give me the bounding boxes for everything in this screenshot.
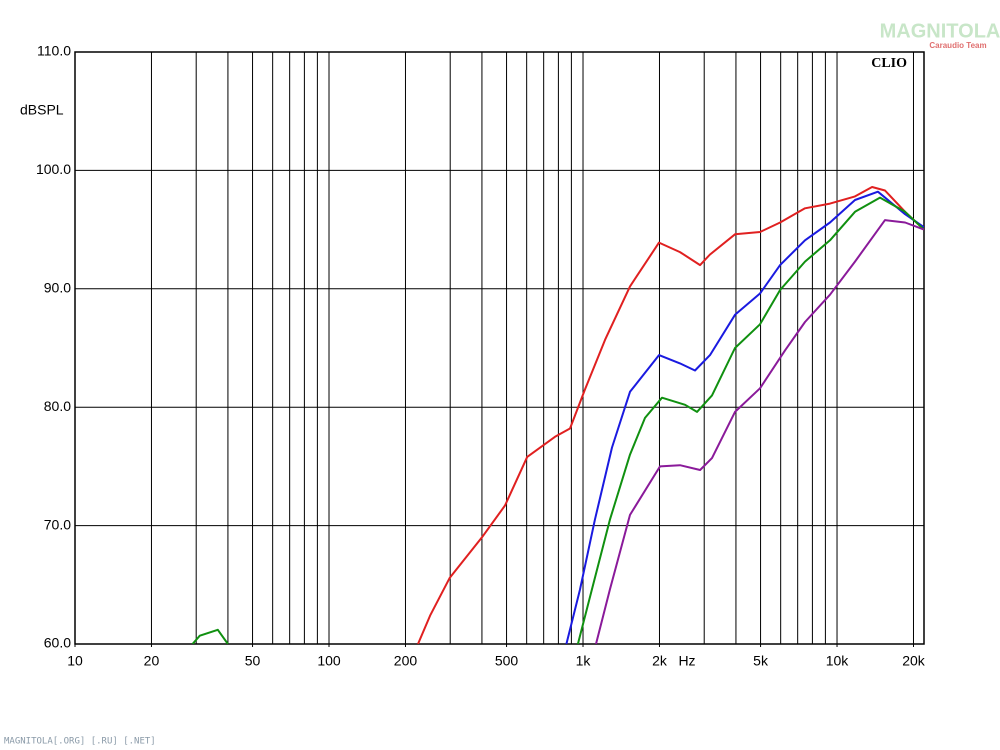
x-tick-label: 200 xyxy=(394,653,418,669)
x-tick-label: 100 xyxy=(317,653,341,669)
y-tick-label: 100.0 xyxy=(36,161,71,177)
x-tick-label: 10k xyxy=(826,653,850,669)
y-axis-label: dBSPL xyxy=(20,102,64,118)
x-tick-label: 1k xyxy=(576,653,592,669)
x-tick-label: 500 xyxy=(495,653,519,669)
series-line xyxy=(565,190,924,644)
y-tick-label: 90.0 xyxy=(44,280,71,296)
series-line xyxy=(417,186,924,644)
y-tick-label: 110.0 xyxy=(37,43,71,59)
y-tick-label: 80.0 xyxy=(44,398,71,414)
plot-frame xyxy=(74,51,925,645)
x-tick-label: 5k xyxy=(753,653,769,669)
footer: MAGNITOLA[.ORG] [.RU] [.NET] xyxy=(4,737,156,747)
x-tick-label: 2k xyxy=(652,653,668,669)
y-tick-label: 60.0 xyxy=(44,635,71,651)
watermark: MAGNITOLA xyxy=(880,20,1000,42)
x-tick-label: 20 xyxy=(144,653,160,669)
brand: CLIO xyxy=(871,56,907,71)
x-tick-label: 20k xyxy=(902,653,926,669)
watermark-sub: Caraudio Team xyxy=(929,41,986,50)
series-line xyxy=(191,196,924,644)
y-tick-label: 70.0 xyxy=(44,516,71,532)
x-tick-label: 10 xyxy=(67,653,83,669)
x-axis-label: Hz xyxy=(678,653,695,669)
series-line xyxy=(595,219,924,644)
x-tick-label: 50 xyxy=(245,653,261,669)
